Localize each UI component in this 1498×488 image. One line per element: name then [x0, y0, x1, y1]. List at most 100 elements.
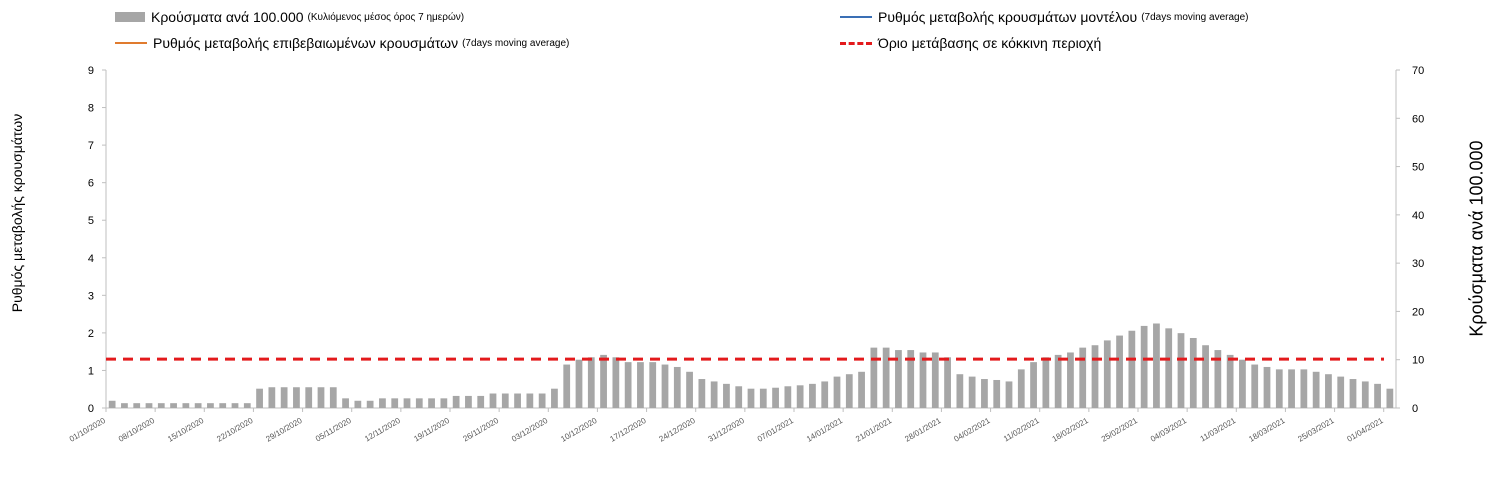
- y-tick-label-left: 4: [88, 253, 94, 265]
- y-tick-label-left: 7: [88, 140, 94, 152]
- bar: [1079, 347, 1087, 408]
- bar: [1165, 328, 1173, 408]
- x-tick-label: 12/11/2020: [363, 416, 402, 444]
- bar: [1054, 354, 1062, 408]
- bar: [379, 398, 386, 408]
- bar: [1005, 381, 1013, 408]
- bar: [809, 383, 816, 408]
- bar: [723, 383, 730, 408]
- bar: [735, 386, 743, 408]
- bar: [600, 354, 607, 408]
- bar: [526, 393, 534, 408]
- bar: [784, 386, 792, 408]
- x-tick-label: 10/12/2020: [559, 416, 599, 444]
- legend-model-label: Ρυθμός μεταβολής κρουσμάτων μοντέλου: [878, 9, 1138, 25]
- x-tick-label: 14/01/2021: [805, 416, 845, 444]
- y-tick-label-right: 10: [1412, 355, 1424, 367]
- legend-confirmed: Ρυθμός μεταβολής επιβεβαιωμένων κρουσμάτ…: [115, 35, 569, 51]
- legend-model: Ρυθμός μεταβολής κρουσμάτων μοντέλου (7d…: [840, 9, 1249, 25]
- bar: [747, 388, 755, 408]
- bar: [686, 371, 693, 408]
- bar: [772, 387, 779, 408]
- x-tick-label: 11/02/2021: [1002, 416, 1041, 444]
- bar: [993, 379, 1001, 408]
- bar: [194, 403, 202, 408]
- y-tick-label-left: 9: [88, 65, 94, 77]
- x-tick-label: 04/03/2021: [1149, 416, 1189, 444]
- x-tick-label: 05/11/2020: [314, 416, 353, 444]
- bar: [514, 393, 521, 408]
- bar: [1374, 383, 1381, 408]
- bar: [1017, 369, 1025, 408]
- bar: [1091, 345, 1099, 408]
- y-tick-label-right: 50: [1412, 162, 1424, 174]
- bar: [649, 362, 657, 408]
- bar: [796, 385, 804, 408]
- x-tick-label: 07/01/2021: [756, 416, 796, 444]
- bar: [1140, 325, 1148, 408]
- bar: [968, 376, 976, 408]
- bar: [182, 403, 190, 408]
- bar: [624, 362, 632, 408]
- bar: [944, 357, 951, 408]
- bar: [145, 403, 153, 408]
- bar: [305, 387, 313, 408]
- bar: [1349, 379, 1357, 408]
- x-tick-label: 18/02/2021: [1051, 416, 1091, 444]
- bar: [870, 347, 878, 408]
- bar: [1288, 369, 1295, 408]
- x-tick-label: 28/01/2021: [903, 416, 943, 444]
- bar: [1030, 362, 1037, 408]
- bar: [170, 403, 177, 408]
- bar: [1361, 381, 1369, 408]
- bar: [207, 403, 214, 408]
- y-tick-label-left: 1: [88, 365, 94, 377]
- y-tick-label-right: 30: [1412, 258, 1424, 270]
- legend-model-note: (7days moving average): [1141, 11, 1249, 23]
- bar: [907, 350, 915, 408]
- bar: [1325, 374, 1332, 408]
- y-tick-label-left: 0: [88, 403, 94, 415]
- x-tick-label: 21/01/2021: [854, 416, 894, 444]
- bar: [1067, 352, 1074, 408]
- bar: [833, 376, 841, 408]
- bar: [133, 403, 141, 408]
- bar: [661, 364, 669, 408]
- bar: [231, 403, 239, 408]
- x-tick-label: 08/10/2020: [117, 416, 157, 444]
- bar: [428, 398, 435, 408]
- bar: [366, 400, 374, 408]
- bar: [219, 403, 227, 408]
- legend-model-swatch: [840, 16, 872, 18]
- y-tick-label-right: 40: [1412, 210, 1424, 222]
- x-tick-label: 25/03/2021: [1296, 416, 1336, 444]
- bar: [256, 388, 263, 408]
- bar: [489, 393, 497, 408]
- bar: [1202, 345, 1209, 408]
- legend-bars-note: (Κυλιόμενος μέσος όρος 7 ημερών): [307, 11, 465, 23]
- bar: [1239, 359, 1246, 408]
- bar: [465, 395, 472, 408]
- bar: [1116, 335, 1123, 408]
- bar: [612, 357, 620, 408]
- bar: [1153, 323, 1160, 408]
- bar: [452, 395, 460, 408]
- bar: [317, 387, 325, 408]
- y-tick-label-left: 3: [88, 290, 94, 302]
- x-tick-label: 18/03/2021: [1247, 416, 1287, 444]
- bar: [919, 352, 927, 408]
- bar: [698, 379, 706, 408]
- bar: [121, 403, 128, 408]
- bar: [440, 398, 448, 408]
- x-tick-label: 17/12/2020: [608, 416, 648, 444]
- legend-threshold: Όριο μετάβασης σε κόκκινη περιοχή: [840, 35, 1101, 51]
- bar: [1386, 388, 1394, 408]
- legend-confirmed-note: (7days moving average): [462, 37, 570, 49]
- legend-threshold-label: Όριο μετάβασης σε κόκκινη περιοχή: [878, 35, 1102, 51]
- bar: [1189, 337, 1197, 408]
- legend-confirmed-label: Ρυθμός μεταβολής επιβεβαιωμένων κρουσμάτ…: [153, 35, 459, 51]
- bar: [1128, 330, 1136, 408]
- bar: [293, 387, 300, 408]
- legend-confirmed-swatch: [115, 42, 147, 44]
